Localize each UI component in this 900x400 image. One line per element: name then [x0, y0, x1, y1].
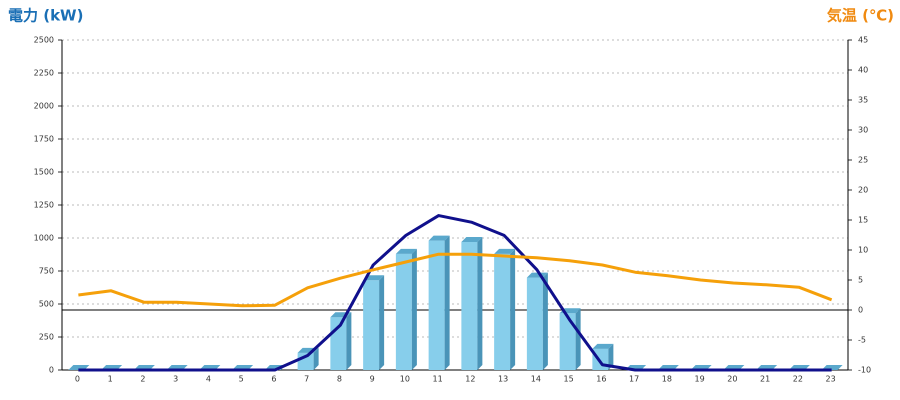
bar-side: [444, 235, 450, 370]
x-tick-label: 2: [140, 375, 145, 384]
y-tick-label: 250: [39, 333, 54, 342]
x-tick-label: 19: [695, 375, 705, 384]
bar-side: [346, 312, 352, 370]
bar: [363, 280, 380, 370]
x-tick-label: 6: [271, 375, 276, 384]
bar-side: [575, 308, 581, 370]
x-tick-label: 8: [337, 375, 342, 384]
bar-top: [395, 248, 417, 254]
x-tick-label: 5: [239, 375, 244, 384]
y2-tick-label: -10: [858, 366, 871, 375]
bar-side: [477, 236, 483, 370]
y-tick-label: 1250: [34, 201, 54, 210]
y-tick-label: 500: [39, 300, 54, 309]
y2-tick-label: 20: [858, 186, 868, 195]
y2-tick-label: -5: [858, 336, 866, 345]
y-tick-label: 2500: [34, 36, 54, 45]
y-tick-label: 1750: [34, 135, 54, 144]
y-tick-label: 0: [49, 366, 54, 375]
x-tick-label: 0: [75, 375, 80, 384]
x-tick-label: 18: [662, 375, 672, 384]
bar-top: [592, 343, 614, 349]
right-axis-title: 気温 (℃): [827, 7, 894, 25]
y-tick-label: 2000: [34, 102, 54, 111]
x-tick-label: 15: [564, 375, 574, 384]
y2-tick-label: 30: [858, 126, 868, 135]
bar: [559, 313, 576, 370]
y2-tick-label: 40: [858, 66, 868, 75]
bar: [395, 253, 412, 370]
x-tick-label: 10: [400, 375, 410, 384]
bar: [526, 277, 543, 370]
bar-side: [608, 343, 614, 370]
bar-top: [428, 235, 450, 241]
line: [78, 214, 832, 372]
x-tick-label: 7: [304, 375, 309, 384]
x-tick-label: 4: [206, 375, 211, 384]
bar: [428, 240, 445, 370]
bar-top: [494, 248, 516, 254]
y2-tick-label: 35: [858, 96, 868, 105]
y-tick-label: 2250: [34, 69, 54, 78]
y-tick-label: 750: [39, 267, 54, 276]
x-tick-label: 20: [727, 375, 737, 384]
y2-tick-label: 15: [858, 216, 868, 225]
x-tick-label: 16: [596, 375, 606, 384]
x-tick-label: 21: [760, 375, 770, 384]
x-tick-label: 23: [826, 375, 836, 384]
bar-side: [411, 248, 417, 370]
x-tick-label: 13: [498, 375, 508, 384]
bar: [461, 241, 478, 370]
bar-side: [542, 272, 548, 370]
y2-tick-label: 0: [858, 306, 863, 315]
bar-side: [379, 275, 385, 370]
x-tick-label: 14: [531, 375, 541, 384]
bar: [494, 253, 511, 370]
x-tick-label: 11: [433, 375, 443, 384]
x-tick-label: 22: [793, 375, 803, 384]
y2-tick-label: 5: [858, 276, 863, 285]
x-tick-label: 12: [465, 375, 475, 384]
x-tick-label: 17: [629, 375, 639, 384]
y2-tick-label: 10: [858, 246, 868, 255]
bar-side: [313, 347, 319, 370]
x-tick-label: 1: [108, 375, 113, 384]
y2-tick-label: 25: [858, 156, 868, 165]
bar-top: [461, 236, 483, 242]
bar-side: [510, 248, 516, 370]
line: [78, 252, 833, 308]
y2-tick-label: 45: [858, 36, 868, 45]
left-axis-title: 電力 (kW): [8, 7, 83, 25]
y-tick-label: 1000: [34, 234, 54, 243]
y-tick-label: 1500: [34, 168, 54, 177]
x-tick-label: 9: [370, 375, 375, 384]
x-tick-label: 3: [173, 375, 178, 384]
